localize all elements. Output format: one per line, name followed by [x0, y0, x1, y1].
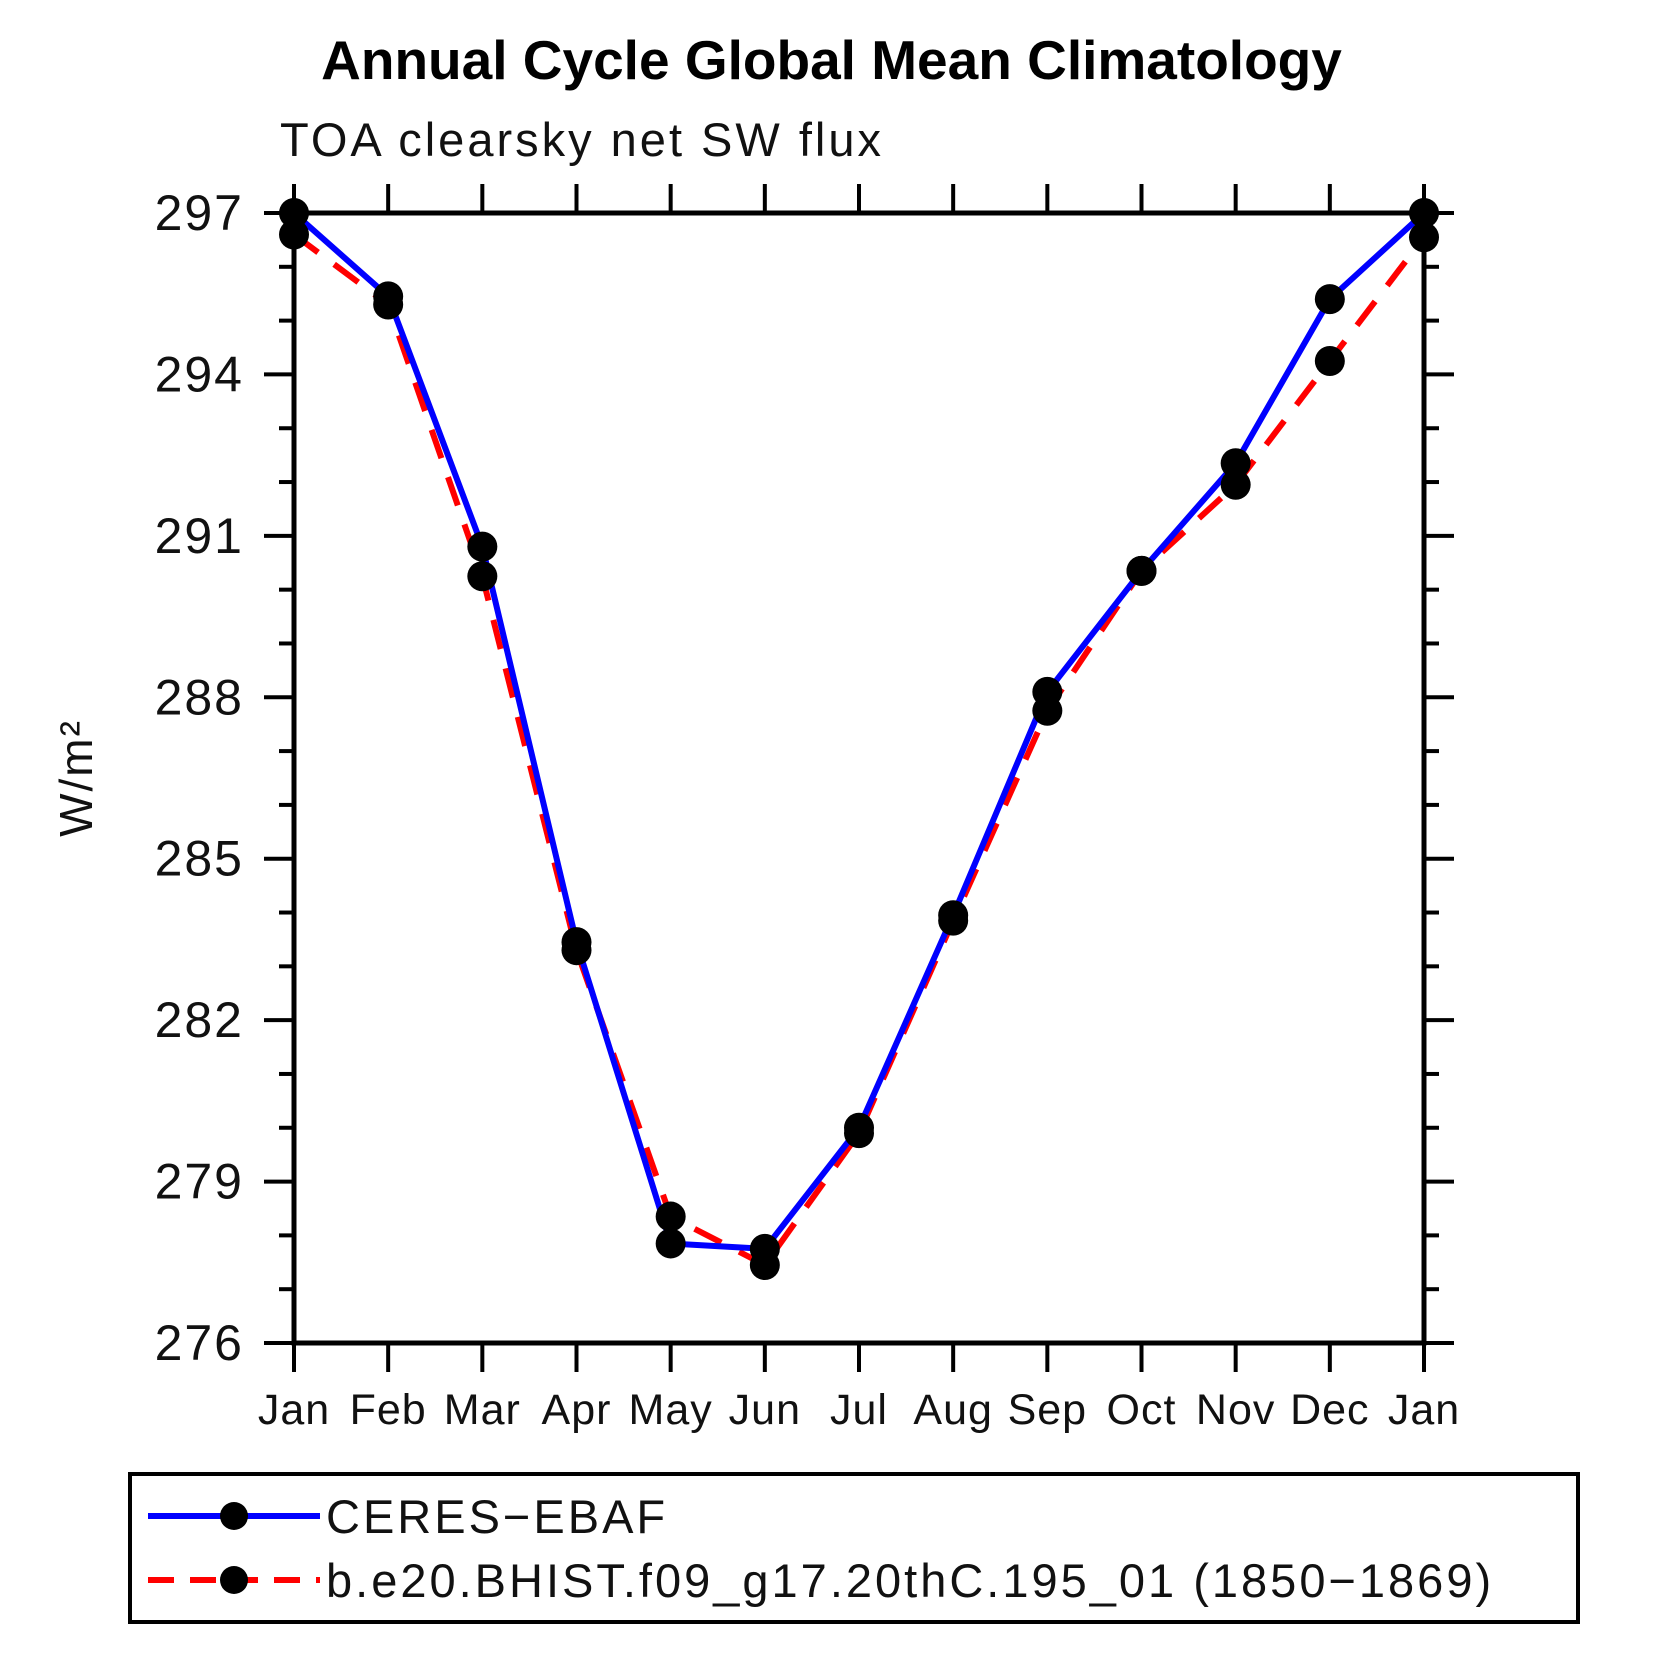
- legend-item-model: b.e20.BHIST.f09_g17.20thC.195_01 (1850−1…: [144, 1550, 1576, 1610]
- y-tick-label: 282: [155, 992, 244, 1048]
- x-tick-label: Feb: [350, 1386, 427, 1434]
- data-point-marker: [561, 927, 592, 958]
- x-tick-label: Apr: [542, 1386, 612, 1434]
- legend: CERES−EBAF b.e20.BHIST.f09_g17.20thC.195…: [128, 1472, 1580, 1624]
- x-tick-label: Oct: [1107, 1386, 1177, 1434]
- x-tick-label: Jan: [258, 1386, 330, 1434]
- data-point-marker: [655, 1228, 686, 1259]
- legend-swatch-solid-line: [148, 1502, 320, 1530]
- data-point-marker: [1032, 676, 1063, 707]
- data-point-marker: [655, 1201, 686, 1232]
- chart-subtitle: TOA clearsky net SW flux: [280, 113, 884, 166]
- plot-frame: [291, 210, 1427, 1346]
- data-point-marker: [938, 900, 969, 931]
- data-point-marker: [749, 1233, 780, 1264]
- legend-marker-dot: [220, 1566, 248, 1594]
- data-point-marker: [279, 198, 309, 228]
- x-tick-label: Jul: [830, 1386, 888, 1434]
- data-point-marker: [1314, 345, 1345, 376]
- y-tick-label: 276: [155, 1315, 244, 1371]
- y-tick-label: 285: [155, 831, 244, 887]
- legend-item-ceres-ebaf: CERES−EBAF: [144, 1486, 1576, 1546]
- data-point-marker: [1409, 222, 1439, 253]
- legend-label-model: b.e20.BHIST.f09_g17.20thC.195_01 (1850−1…: [326, 1553, 1495, 1607]
- x-tick-label: Jun: [729, 1386, 801, 1434]
- data-point-marker: [279, 219, 309, 250]
- legend-label-observation: CERES−EBAF: [326, 1489, 669, 1543]
- x-tick-label: Dec: [1290, 1386, 1369, 1434]
- data-point-marker: [1126, 555, 1157, 586]
- y-tick-label: 297: [155, 185, 244, 241]
- series-line-model: [292, 232, 1427, 1268]
- data-point-marker: [1220, 469, 1251, 500]
- x-tick-label: Aug: [913, 1386, 993, 1434]
- legend-marker-dot: [220, 1502, 248, 1530]
- y-tick-label: 279: [155, 1154, 244, 1210]
- y-tick-label: 294: [155, 346, 244, 402]
- data-point-marker: [1409, 198, 1439, 228]
- data-point-marker: [844, 1112, 874, 1143]
- y-tick-label: 291: [155, 508, 244, 564]
- x-tick-label: Nov: [1196, 1386, 1275, 1434]
- x-tick-label: Jan: [1388, 1386, 1460, 1434]
- y-tick-label: 288: [155, 669, 244, 725]
- x-tick-label: May: [629, 1386, 713, 1434]
- data-point-marker: [373, 281, 404, 312]
- data-point-marker: [1220, 448, 1251, 479]
- y-axis-label: W/m²: [50, 719, 102, 837]
- data-point-marker: [467, 561, 498, 592]
- x-tick-label: Mar: [444, 1386, 521, 1434]
- data-point-marker: [467, 531, 498, 562]
- chart-title: Annual Cycle Global Mean Climatology: [321, 29, 1342, 91]
- legend-swatch-dashed-line: [148, 1566, 320, 1594]
- x-tick-label: Sep: [1008, 1386, 1088, 1434]
- data-point-marker: [1314, 284, 1345, 315]
- series-line-ceres: [292, 210, 1427, 1252]
- plot-area: Jan Feb Mar Apr May Jun Jul Aug Sep Oct Nov Dec Jan 2…: [50, 184, 1460, 1434]
